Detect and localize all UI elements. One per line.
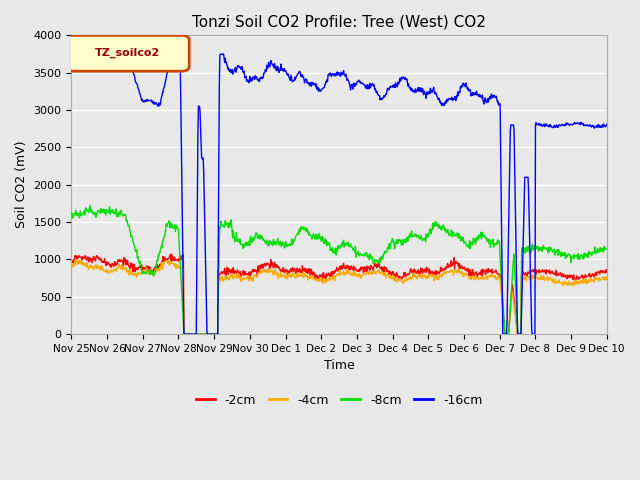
- Legend: -2cm, -4cm, -8cm, -16cm: -2cm, -4cm, -8cm, -16cm: [191, 389, 487, 411]
- Text: TZ_soilco2: TZ_soilco2: [95, 48, 160, 59]
- Y-axis label: Soil CO2 (mV): Soil CO2 (mV): [15, 141, 28, 228]
- Title: Tonzi Soil CO2 Profile: Tree (West) CO2: Tonzi Soil CO2 Profile: Tree (West) CO2: [192, 15, 486, 30]
- FancyBboxPatch shape: [66, 36, 189, 71]
- X-axis label: Time: Time: [324, 360, 355, 372]
